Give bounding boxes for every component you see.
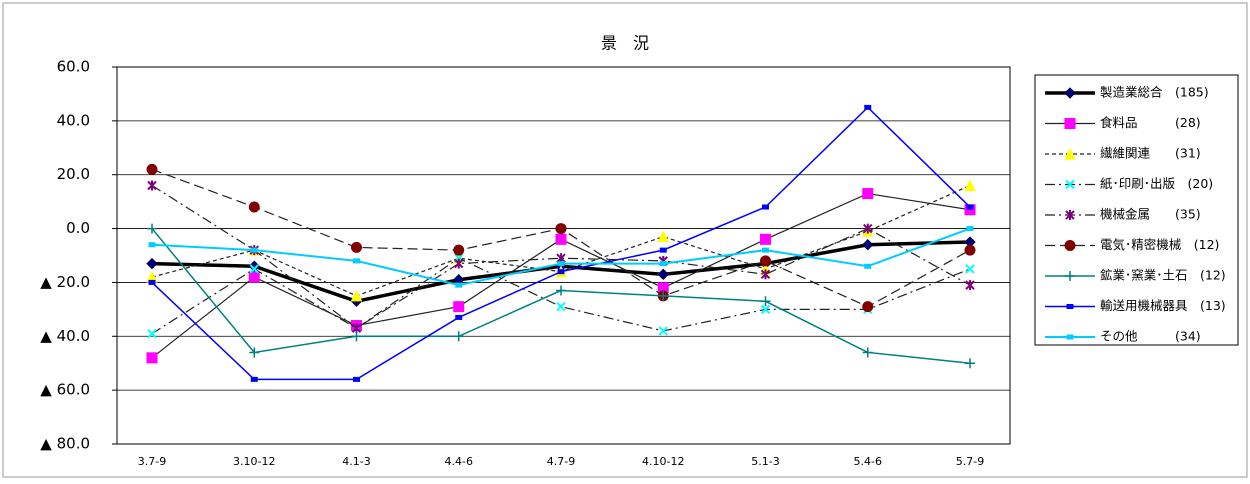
x-tick-label: 4.7-9 xyxy=(547,455,575,468)
marker xyxy=(250,376,258,382)
marker xyxy=(760,233,771,245)
x-tick-label: 3.10-12 xyxy=(233,455,275,468)
legend-marker xyxy=(1064,240,1076,251)
marker xyxy=(249,264,259,274)
legend-marker xyxy=(1064,147,1076,160)
legend-label: 紙･印刷･出版 (20) xyxy=(1100,176,1213,191)
marker xyxy=(556,301,566,312)
marker xyxy=(760,304,771,315)
marker xyxy=(454,258,464,269)
marker xyxy=(248,201,260,213)
marker xyxy=(760,255,771,267)
marker xyxy=(555,233,567,245)
legend-label: 輸送用機械器具 (13) xyxy=(1100,298,1226,313)
marker xyxy=(657,268,669,281)
marker xyxy=(455,314,463,320)
series-line xyxy=(151,257,971,335)
marker xyxy=(964,244,976,256)
marker xyxy=(148,242,156,248)
marker xyxy=(146,257,158,270)
marker xyxy=(965,280,975,291)
marker xyxy=(658,326,668,336)
legend-marker xyxy=(1066,334,1074,340)
marker xyxy=(250,247,258,253)
x-tick-label: 5.1-3 xyxy=(751,455,779,468)
marker xyxy=(965,264,975,274)
x-tick-label: 3.7-9 xyxy=(138,455,166,468)
y-tick-label: 0.0 xyxy=(66,219,90,237)
marker xyxy=(453,331,464,342)
marker xyxy=(966,226,974,232)
y-tick-label: 40.0 xyxy=(57,111,90,129)
legend-label: その他 (34) xyxy=(1100,329,1201,344)
legend-marker xyxy=(1064,118,1076,129)
marker xyxy=(249,347,260,358)
x-tick-label: 5.4-6 xyxy=(854,455,882,468)
marker xyxy=(557,261,565,267)
marker xyxy=(556,285,566,296)
marker xyxy=(657,230,670,243)
legend-marker xyxy=(1064,87,1076,99)
y-tick-label: 20.0 xyxy=(57,165,90,183)
marker xyxy=(862,301,874,313)
marker xyxy=(455,282,463,288)
marker xyxy=(351,241,362,253)
marker xyxy=(659,247,667,253)
marker xyxy=(864,104,872,110)
marker xyxy=(557,269,565,275)
marker xyxy=(453,244,465,256)
marker xyxy=(964,179,976,191)
y-tick-label: ▲ 40.0 xyxy=(40,327,90,345)
marker xyxy=(353,376,360,382)
marker xyxy=(453,301,465,313)
marker xyxy=(864,263,872,269)
marker xyxy=(555,223,567,235)
y-tick-label: 60.0 xyxy=(57,58,90,76)
x-tick-label: 5.7-9 xyxy=(956,455,984,468)
y-tick-label: ▲ 80.0 xyxy=(40,435,90,453)
marker xyxy=(965,358,975,369)
marker xyxy=(762,247,769,253)
marker xyxy=(148,279,156,285)
x-tick-label: 4.4-6 xyxy=(445,455,473,468)
marker xyxy=(762,204,769,210)
legend-label: 食料品 (28) xyxy=(1100,115,1201,130)
marker xyxy=(659,261,667,267)
legend-marker xyxy=(1065,179,1075,190)
marker xyxy=(862,188,874,200)
marker xyxy=(760,269,771,280)
marker xyxy=(353,258,360,264)
marker xyxy=(147,328,157,339)
marker xyxy=(147,180,157,191)
marker xyxy=(966,204,974,210)
marker xyxy=(862,239,874,251)
x-tick-label: 4.10-12 xyxy=(642,455,684,468)
marker xyxy=(760,296,771,307)
marker xyxy=(351,331,362,342)
marker xyxy=(658,290,669,301)
legend-marker xyxy=(1066,304,1074,309)
legend-label: 製造業総合 (185) xyxy=(1100,85,1209,100)
legend-label: 機械金属 (35) xyxy=(1100,207,1201,222)
marker xyxy=(350,289,363,302)
legend-label: 鉱業･窯業･土石 (12) xyxy=(1100,268,1226,283)
marker xyxy=(863,223,873,234)
y-tick-label: ▲ 60.0 xyxy=(40,381,90,399)
x-tick-label: 4.1-3 xyxy=(342,455,370,468)
chart-title: 景 況 xyxy=(601,34,649,53)
marker xyxy=(146,352,158,364)
legend-label: 繊維関連 (31) xyxy=(1100,146,1201,161)
legend-marker xyxy=(1065,271,1075,281)
marker xyxy=(147,223,157,234)
y-tick-label: ▲ 20.0 xyxy=(40,273,90,291)
marker xyxy=(862,347,873,358)
marker xyxy=(146,163,158,175)
legend-marker xyxy=(1065,210,1075,220)
marker xyxy=(248,271,260,283)
series-line xyxy=(151,184,971,329)
legend-label: 電気･精密機械 (12) xyxy=(1100,237,1219,252)
